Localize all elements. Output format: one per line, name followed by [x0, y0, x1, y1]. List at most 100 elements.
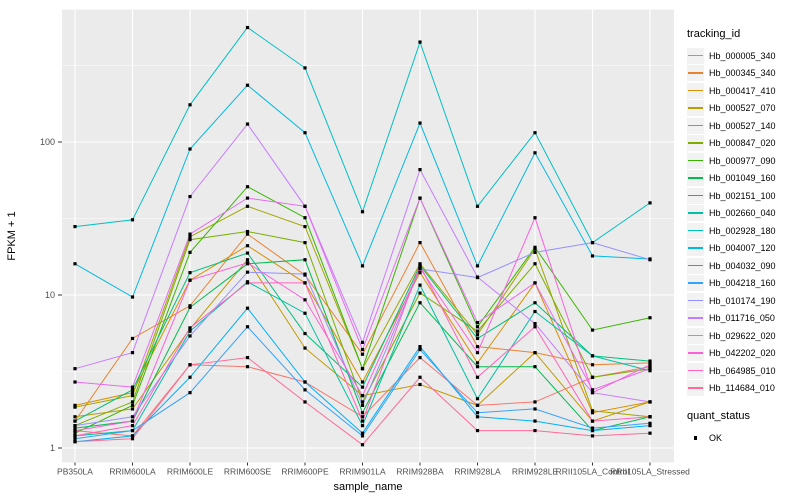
data-point — [188, 147, 192, 151]
data-point — [360, 340, 365, 344]
data-point — [188, 363, 192, 367]
data-point — [533, 216, 537, 220]
data-point — [533, 325, 537, 329]
data-point — [245, 204, 250, 208]
data-point — [533, 281, 537, 285]
data-point — [418, 271, 422, 275]
data-point — [648, 424, 652, 428]
data-point — [590, 411, 595, 415]
data-point — [533, 351, 537, 355]
data-point — [360, 434, 365, 438]
legend-item: Hb_002660_040 — [687, 205, 799, 223]
data-point — [130, 388, 135, 392]
legend-key-swatch — [687, 362, 704, 379]
legend-item-label: Hb_004007_120 — [709, 243, 776, 254]
data-point — [418, 262, 422, 266]
data-point — [130, 407, 135, 411]
legend-item: Hb_001049_160 — [687, 170, 799, 188]
legend-line-swatch — [688, 369, 703, 372]
legend-item-label: Hb_004218_160 — [709, 278, 776, 289]
data-point — [130, 295, 135, 299]
data-point — [188, 250, 192, 254]
legend-quant-item: OK — [687, 429, 799, 447]
legend-line-swatch — [688, 317, 703, 319]
data-point — [303, 388, 307, 392]
legend-item-label: Hb_002151_100 — [709, 190, 776, 201]
legend-item-label: Hb_000527_140 — [709, 120, 776, 131]
data-point — [360, 347, 365, 352]
data-point — [533, 309, 537, 314]
legend-line-swatch — [688, 247, 703, 249]
legend-line-swatch — [688, 299, 703, 302]
data-point — [475, 365, 480, 369]
data-point — [590, 328, 595, 332]
data-point — [475, 397, 480, 401]
data-point — [533, 407, 537, 411]
data-point — [648, 415, 652, 419]
y-tick-label: 100 — [40, 137, 55, 147]
legend-key-swatch — [687, 135, 704, 152]
data-point — [648, 431, 652, 435]
legend-quant-list: OK — [687, 429, 799, 447]
data-point — [590, 375, 595, 379]
data-point — [533, 400, 537, 404]
data-point — [418, 263, 422, 268]
data-point — [533, 262, 537, 266]
data-point — [418, 344, 422, 349]
data-point — [418, 291, 422, 295]
legend-line-swatch — [688, 194, 703, 197]
quant-item-label: OK — [709, 432, 723, 443]
legend-key-swatch — [687, 100, 704, 117]
data-point — [188, 235, 192, 239]
data-point — [245, 258, 250, 262]
data-point — [245, 281, 250, 285]
data-point — [245, 25, 250, 30]
data-point — [130, 403, 135, 407]
x-tick-label: RRIM600LA — [109, 467, 156, 477]
data-point — [418, 121, 422, 125]
data-point — [245, 232, 250, 236]
data-point — [360, 367, 365, 371]
data-point — [590, 388, 595, 392]
legend-line-swatch — [688, 124, 703, 127]
data-point — [418, 40, 422, 44]
data-point — [590, 428, 595, 433]
legend-item-label: Hb_010174_190 — [709, 295, 776, 306]
legend-item-label: Hb_000977_090 — [709, 155, 776, 166]
data-point — [418, 355, 422, 360]
data-point — [245, 83, 250, 87]
data-point — [245, 365, 250, 369]
data-point — [360, 380, 365, 384]
data-point — [418, 301, 422, 305]
legend-item-label: Hb_011716_050 — [709, 313, 775, 324]
data-point — [475, 361, 480, 365]
data-point — [245, 196, 250, 200]
legend-line-swatch — [688, 334, 703, 337]
legend-item: Hb_000417_410 — [687, 82, 799, 100]
data-point — [303, 346, 307, 350]
data-point — [130, 385, 135, 389]
data-point — [360, 411, 365, 415]
legend-item: Hb_004007_120 — [687, 240, 799, 258]
data-point — [475, 415, 480, 419]
data-point — [590, 419, 595, 423]
data-point — [533, 151, 537, 155]
legend-title-quant-status: quant_status — [687, 410, 750, 422]
data-point — [475, 329, 480, 333]
legend-item-label: Hb_004032_090 — [709, 260, 776, 271]
data-point — [590, 434, 595, 438]
data-point — [73, 437, 77, 441]
data-point — [533, 428, 537, 433]
data-point — [590, 354, 595, 358]
legend-key-swatch — [687, 82, 704, 99]
data-point — [475, 351, 480, 355]
x-tick-label: RRIM928LA — [454, 467, 501, 477]
data-point — [245, 251, 250, 255]
data-point — [303, 298, 307, 302]
x-tick-label: RRIM928LE — [512, 467, 559, 477]
data-point — [475, 275, 480, 279]
legend-item: Hb_000527_140 — [687, 117, 799, 135]
data-point — [360, 400, 365, 404]
data-point — [73, 419, 77, 423]
